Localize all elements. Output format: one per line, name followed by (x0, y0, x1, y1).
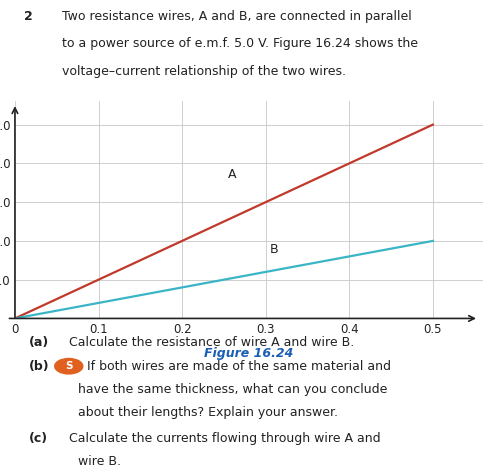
Text: S: S (65, 361, 73, 371)
Text: voltage–current relationship of the two wires.: voltage–current relationship of the two … (62, 65, 346, 78)
Text: (b): (b) (29, 360, 50, 373)
Text: about their lengths? Explain your answer.: about their lengths? Explain your answer… (78, 406, 338, 419)
Text: 2: 2 (24, 10, 33, 23)
Text: B: B (270, 243, 278, 255)
Text: wire B.: wire B. (78, 455, 121, 468)
Text: have the same thickness, what can you conclude: have the same thickness, what can you co… (78, 383, 387, 396)
Text: (a): (a) (29, 336, 49, 349)
Text: Calculate the currents flowing through wire A and: Calculate the currents flowing through w… (69, 431, 380, 445)
Text: A: A (228, 168, 237, 181)
Ellipse shape (55, 359, 83, 374)
Text: Calculate the resistance of wire A and wire B.: Calculate the resistance of wire A and w… (69, 336, 354, 349)
Text: Two resistance wires, A and B, are connected in parallel: Two resistance wires, A and B, are conne… (62, 10, 411, 23)
Text: Figure 16.24: Figure 16.24 (204, 347, 294, 359)
Text: (c): (c) (29, 431, 48, 445)
Text: to a power source of e.m.f. 5.0 V. Figure 16.24 shows the: to a power source of e.m.f. 5.0 V. Figur… (62, 37, 418, 51)
Text: If both wires are made of the same material and: If both wires are made of the same mater… (88, 360, 391, 373)
